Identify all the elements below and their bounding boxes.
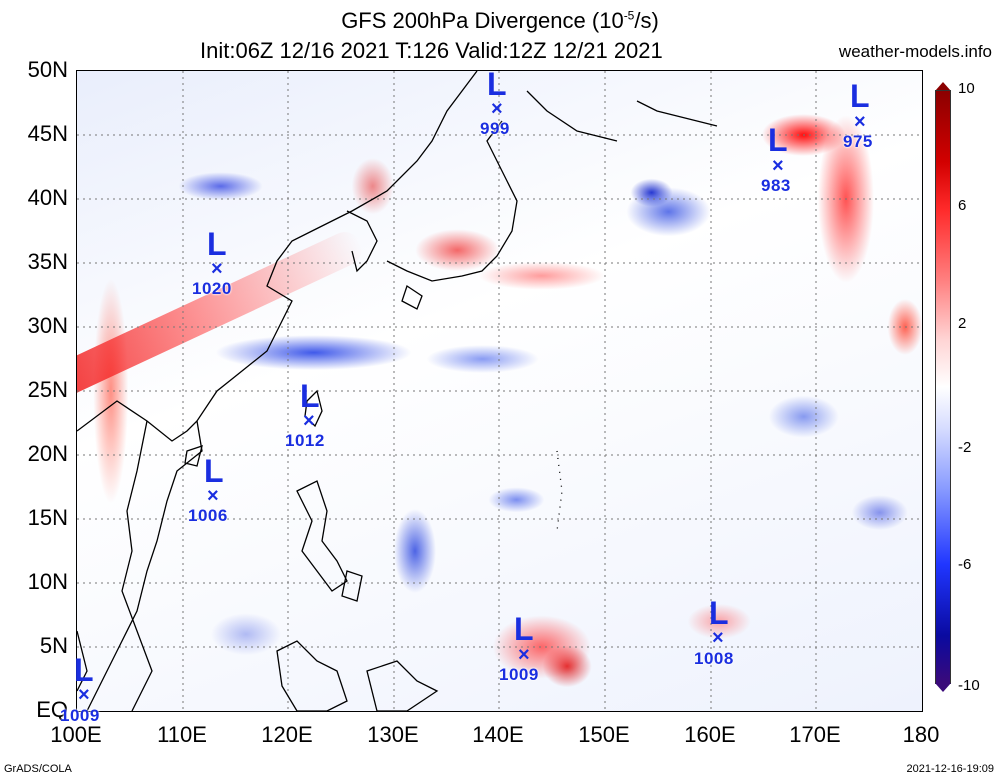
- title-unit: /s): [634, 8, 659, 33]
- colorbar-top-cap: [935, 82, 951, 91]
- low-x-icon: ×: [207, 485, 219, 507]
- low-symbol: L: [300, 378, 320, 414]
- colorbar-label: -2: [958, 439, 972, 456]
- colorbar-label: 10: [958, 80, 975, 97]
- lon-label-120e: 120E: [261, 722, 313, 747]
- low-symbol: L: [204, 453, 224, 489]
- low-symbol: L: [709, 595, 729, 631]
- map-subtitle: Init:06Z 12/16 2021 T:126 Valid:12Z 12/2…: [200, 38, 663, 63]
- coastlines: [77, 71, 718, 711]
- lon-label-130e: 130E: [367, 722, 419, 747]
- low-symbol: L: [487, 66, 507, 102]
- colorbar-label: 2: [958, 315, 967, 332]
- lat-label-30n: 30N: [27, 313, 68, 338]
- colorbar-bottom-cap: [935, 683, 951, 692]
- graticule: [77, 71, 922, 711]
- lat-label-45n: 45N: [27, 121, 68, 146]
- lat-label-15n: 15N: [27, 505, 68, 530]
- low-pressure: 1020: [192, 279, 232, 298]
- low-x-icon: ×: [772, 155, 784, 177]
- low-symbol: L: [850, 78, 870, 114]
- low-symbol: L: [768, 122, 788, 158]
- lat-label-eq: EQ: [36, 697, 68, 722]
- low-x-icon: ×: [518, 644, 530, 666]
- low-pressure: 983: [761, 176, 791, 195]
- lat-label-10n: 10N: [27, 569, 68, 594]
- low-pressure: 1009: [60, 706, 100, 725]
- low-x-icon: ×: [491, 98, 503, 120]
- lat-label-5n: 5N: [39, 633, 68, 658]
- lon-label-100e: 100E: [50, 722, 102, 747]
- divergence-map: [76, 70, 923, 712]
- low-x-icon: ×: [303, 410, 315, 432]
- footer-software: GrADS/COLA: [4, 763, 72, 775]
- lon-label-110e: 110E: [157, 722, 207, 747]
- title-text: GFS 200hPa Divergence (10: [341, 8, 624, 33]
- low-x-icon: ×: [854, 111, 866, 133]
- site-watermark: weather-models.info: [838, 42, 992, 61]
- low-x-icon: ×: [78, 684, 90, 706]
- low-pressure: 999: [480, 119, 510, 138]
- lat-label-50n: 50N: [27, 57, 68, 82]
- lon-label-170e: 170E: [789, 722, 841, 747]
- low-pressure: 1006: [188, 506, 228, 525]
- colorbar-label: -10: [958, 677, 980, 694]
- title-exponent: -5: [623, 8, 635, 23]
- lon-label-160e: 160E: [684, 722, 736, 747]
- lon-label-140e: 140E: [472, 722, 524, 747]
- low-pressure: 975: [843, 132, 873, 151]
- low-pressure: 1012: [285, 431, 325, 450]
- low-symbol: L: [207, 226, 227, 262]
- low-x-icon: ×: [211, 258, 223, 280]
- colorbar-label: 6: [958, 197, 967, 214]
- lat-label-40n: 40N: [27, 185, 68, 210]
- map-overlay: [77, 71, 922, 711]
- low-pressure: 1008: [694, 649, 734, 668]
- low-symbol: L: [514, 611, 534, 647]
- lat-label-25n: 25N: [27, 377, 68, 402]
- lon-label-150e: 150E: [578, 722, 630, 747]
- footer-timestamp: 2021-12-16-19:09: [906, 763, 994, 775]
- colorbar: [935, 90, 951, 684]
- map-title: GFS 200hPa Divergence (10-5/s): [0, 8, 1000, 34]
- lon-label-180: 180: [902, 722, 940, 747]
- low-pressure: 1009: [499, 665, 539, 684]
- lat-label-20n: 20N: [27, 441, 68, 466]
- low-x-icon: ×: [712, 627, 724, 649]
- lat-label-35n: 35N: [27, 249, 68, 274]
- colorbar-label: -6: [958, 556, 972, 573]
- low-symbol: L: [74, 652, 94, 688]
